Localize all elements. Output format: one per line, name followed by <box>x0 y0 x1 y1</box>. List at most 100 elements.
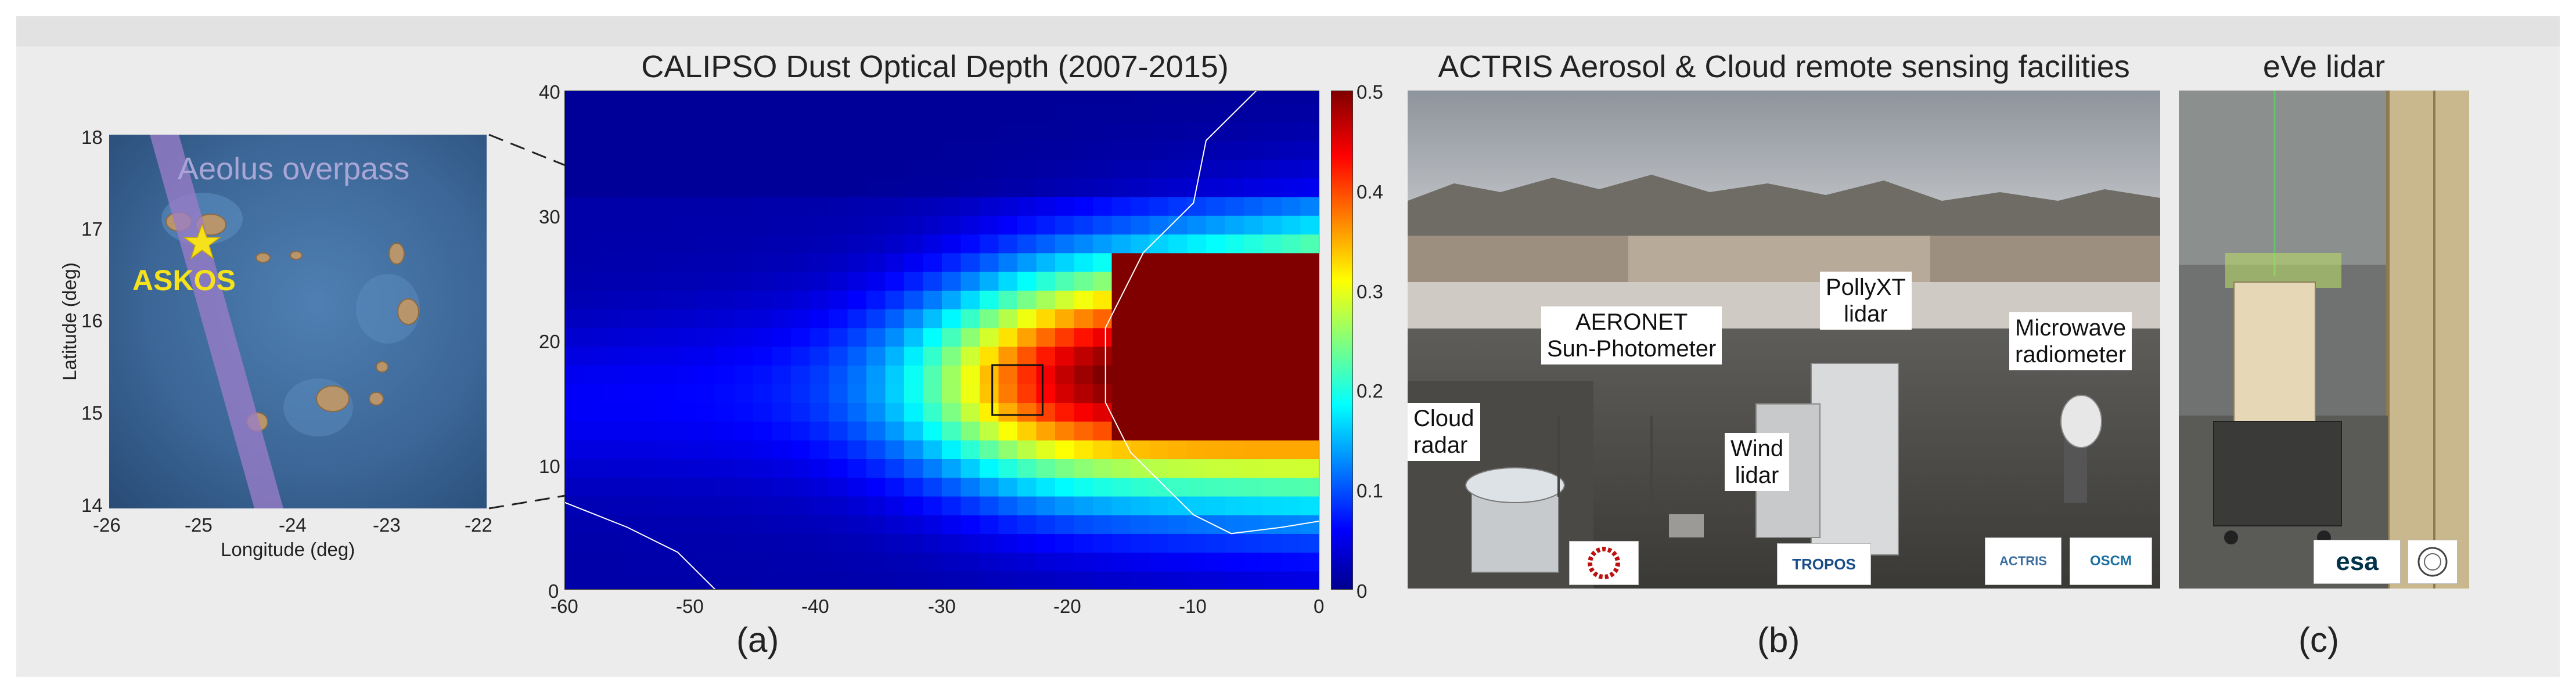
heatmap-cell <box>866 327 886 347</box>
heatmap-cell <box>1225 290 1244 309</box>
heatmap-cell <box>904 533 924 553</box>
heatmap-cell <box>1149 252 1169 272</box>
heatmap-cell <box>734 571 754 590</box>
heatmap-cell <box>1206 552 1226 572</box>
heatmap-cell <box>829 327 848 347</box>
heatmap-cell <box>791 159 811 179</box>
heatmap-cell <box>791 234 811 254</box>
heatmap-cell <box>1093 384 1113 403</box>
pollyxt-label: PollyXT lidar <box>1820 272 1912 330</box>
heatmap-cell <box>1187 215 1207 234</box>
heatmap-cell <box>1187 121 1207 141</box>
heatmap-cell <box>1111 215 1131 234</box>
heatmap-cell <box>1036 159 1056 179</box>
heatmap-cell <box>1111 571 1131 590</box>
heatmap-cell <box>866 365 886 384</box>
heatmap-cell <box>1282 215 1301 234</box>
heatmap-cell <box>659 309 678 329</box>
heatmap-cell <box>1282 327 1301 347</box>
heatmap-cell <box>1131 402 1150 422</box>
heatmap-cell <box>885 496 905 515</box>
heatmap-cell <box>1093 290 1113 309</box>
heatmap-cell <box>942 365 962 384</box>
heatmap-cell <box>885 178 905 197</box>
heatmap-cell <box>960 290 980 309</box>
heatmap-cell <box>696 159 716 179</box>
heatmap-cell <box>866 178 886 197</box>
heatmap-cell <box>1262 196 1282 216</box>
heatmap-cell <box>1262 140 1282 160</box>
heatmap-cell <box>583 515 603 534</box>
heatmap-cell <box>1262 159 1282 179</box>
panel-c-id: (c) <box>2298 620 2339 659</box>
heatmap-cell <box>1225 402 1244 422</box>
heatmap-cell <box>960 402 980 422</box>
heatmap-cell <box>564 571 584 590</box>
heatmap-cell <box>1111 290 1131 309</box>
heatmap-cell <box>564 252 584 272</box>
heatmap-cell <box>1244 196 1264 216</box>
heatmap-cell <box>923 440 942 459</box>
heatmap-cell <box>942 215 962 234</box>
heatmap-cell <box>791 477 811 497</box>
heatmap-cell <box>1093 252 1113 272</box>
aeolus-overpass-swath <box>150 135 283 508</box>
heatmap-cell <box>1262 290 1282 309</box>
heatmap-cell <box>829 365 848 384</box>
heatmap-cell <box>904 252 924 272</box>
heatmap-cell <box>1206 477 1226 497</box>
heatmap-cell <box>847 309 867 329</box>
heatmap-cell <box>715 252 735 272</box>
heatmap-cell <box>810 533 829 553</box>
heatmap-cell <box>1187 402 1207 422</box>
wind-lidar-label: Wind lidar <box>1725 433 1790 491</box>
heatmap-cell <box>1206 515 1226 534</box>
heatmap-cell <box>696 515 716 534</box>
heatmap-cell <box>904 159 924 179</box>
heatmap-cell <box>753 552 773 572</box>
heatmap-cell <box>791 290 811 309</box>
heatmap-cell <box>904 234 924 254</box>
heatmap-cell <box>829 421 848 441</box>
heatmap-cell <box>866 459 886 478</box>
heatmap-cell <box>1168 571 1188 590</box>
heatmap-cell <box>734 252 754 272</box>
heatmap-cell <box>753 477 773 497</box>
heatmap-cell <box>1093 271 1113 291</box>
heatmap-cell <box>602 384 622 403</box>
heatmap-cell <box>1074 346 1093 366</box>
heatmap-cell <box>1300 121 1320 141</box>
heatmap-cell <box>621 121 641 141</box>
heatmap-cell <box>753 271 773 291</box>
heatmap-cell <box>791 196 811 216</box>
heatmap-cell <box>1244 215 1264 234</box>
heatmap-cell <box>904 346 924 366</box>
heatmap-cell <box>1262 477 1282 497</box>
heatmap-cell <box>715 533 735 553</box>
heatmap-cell <box>904 121 924 141</box>
heatmap-cell <box>564 159 584 179</box>
heatmap-cell <box>583 234 603 254</box>
heatmap-cell <box>1093 234 1113 254</box>
heatmap-cell <box>923 384 942 403</box>
actris-logo: ACTRIS <box>1985 537 2061 585</box>
heatmap-cell <box>1131 121 1150 141</box>
heatmap-cell <box>1206 384 1226 403</box>
heatmap-cell <box>621 477 641 497</box>
heatmap-cell <box>998 571 1018 590</box>
heatmap-cell <box>942 533 962 553</box>
heatmap-cell <box>678 290 697 309</box>
panel-c-title: eVe lidar <box>2262 49 2386 84</box>
heatmap-cell <box>1055 271 1075 291</box>
heatmap-cell <box>1244 290 1264 309</box>
heatmap-cell <box>659 271 678 291</box>
heatmap-cell <box>1300 290 1320 309</box>
heatmap-cell <box>998 309 1018 329</box>
heatmap-cell <box>1206 496 1226 515</box>
heatmap-cell <box>1225 346 1244 366</box>
heatmap-cell <box>1300 159 1320 179</box>
cloud-radar-label: Cloud radar <box>1408 403 1480 461</box>
heatmap-cell <box>847 477 867 497</box>
heatmap-cell <box>696 552 716 572</box>
inset-y-tick: 18 <box>81 127 103 148</box>
